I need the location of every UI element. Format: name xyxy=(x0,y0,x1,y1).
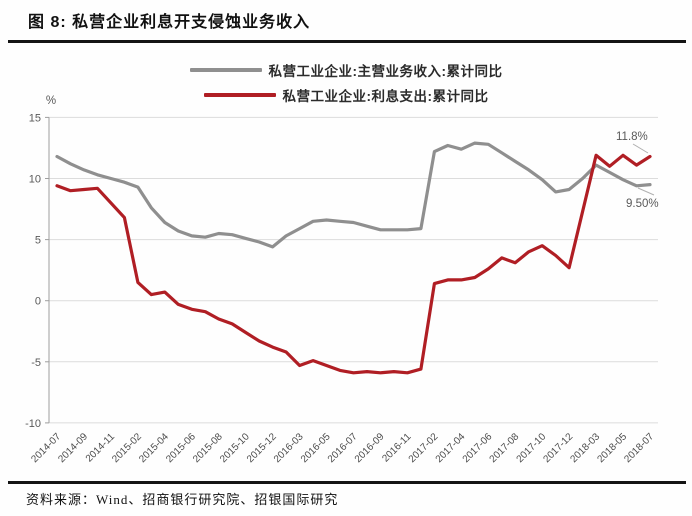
title-divider xyxy=(8,40,686,43)
y-tick-label: 0 xyxy=(35,296,41,308)
revenue-line xyxy=(55,141,652,249)
x-tick-label: 2014-09 xyxy=(56,431,90,465)
legend-line-swatch-red xyxy=(203,93,276,97)
y-axis-labels: 15 10 5 0 -5 -10% xyxy=(25,95,56,430)
legend-item-interest: 私营工业企业:利息支出:累计同比 xyxy=(203,85,489,105)
annotations: 11.8% 9.50% xyxy=(616,131,659,210)
source-note: 资料来源：Wind、招商银行研究院、招银国际研究 xyxy=(26,492,339,507)
y-axis-unit-label: % xyxy=(46,95,56,107)
source-divider xyxy=(8,481,686,484)
legend-item-revenue: 私营工业企业:主营业务收入:累计同比 xyxy=(189,60,503,80)
interest-line xyxy=(55,153,652,375)
legend-line-swatch-gray xyxy=(189,68,262,72)
y-tick-label: 10 xyxy=(29,174,41,186)
annotation-revenue-end: 9.50% xyxy=(626,198,659,210)
y-tick-label: 5 xyxy=(35,235,41,247)
annotation-leader-interest xyxy=(632,143,649,154)
annotation-interest-end: 11.8% xyxy=(616,131,648,143)
y-tick-label: 15 xyxy=(29,112,41,124)
chart-legend: 私营工业企业:主营业务收入:累计同比 私营工业企业:利息支出:累计同比 xyxy=(0,60,692,105)
series-lines xyxy=(55,141,652,375)
gridlines xyxy=(49,116,658,424)
legend-label-interest: 私营工业企业:利息支出:累计同比 xyxy=(282,89,489,104)
annotation-leader-revenue xyxy=(637,187,655,196)
figure-title: 图 8: 私营企业利息开支侵蚀业务收入 xyxy=(28,14,311,31)
y-axis xyxy=(45,116,50,424)
x-tick-label: 2018-07 xyxy=(622,431,656,465)
y-tick-label: -5 xyxy=(31,357,41,369)
x-tick-label: 2016-09 xyxy=(353,431,387,465)
y-tick-label: -10 xyxy=(25,418,41,430)
legend-label-revenue: 私营工业企业:主营业务收入:累计同比 xyxy=(268,64,503,79)
x-axis-labels: 2014-072014-092014-112015-022015-042015-… xyxy=(29,431,656,465)
